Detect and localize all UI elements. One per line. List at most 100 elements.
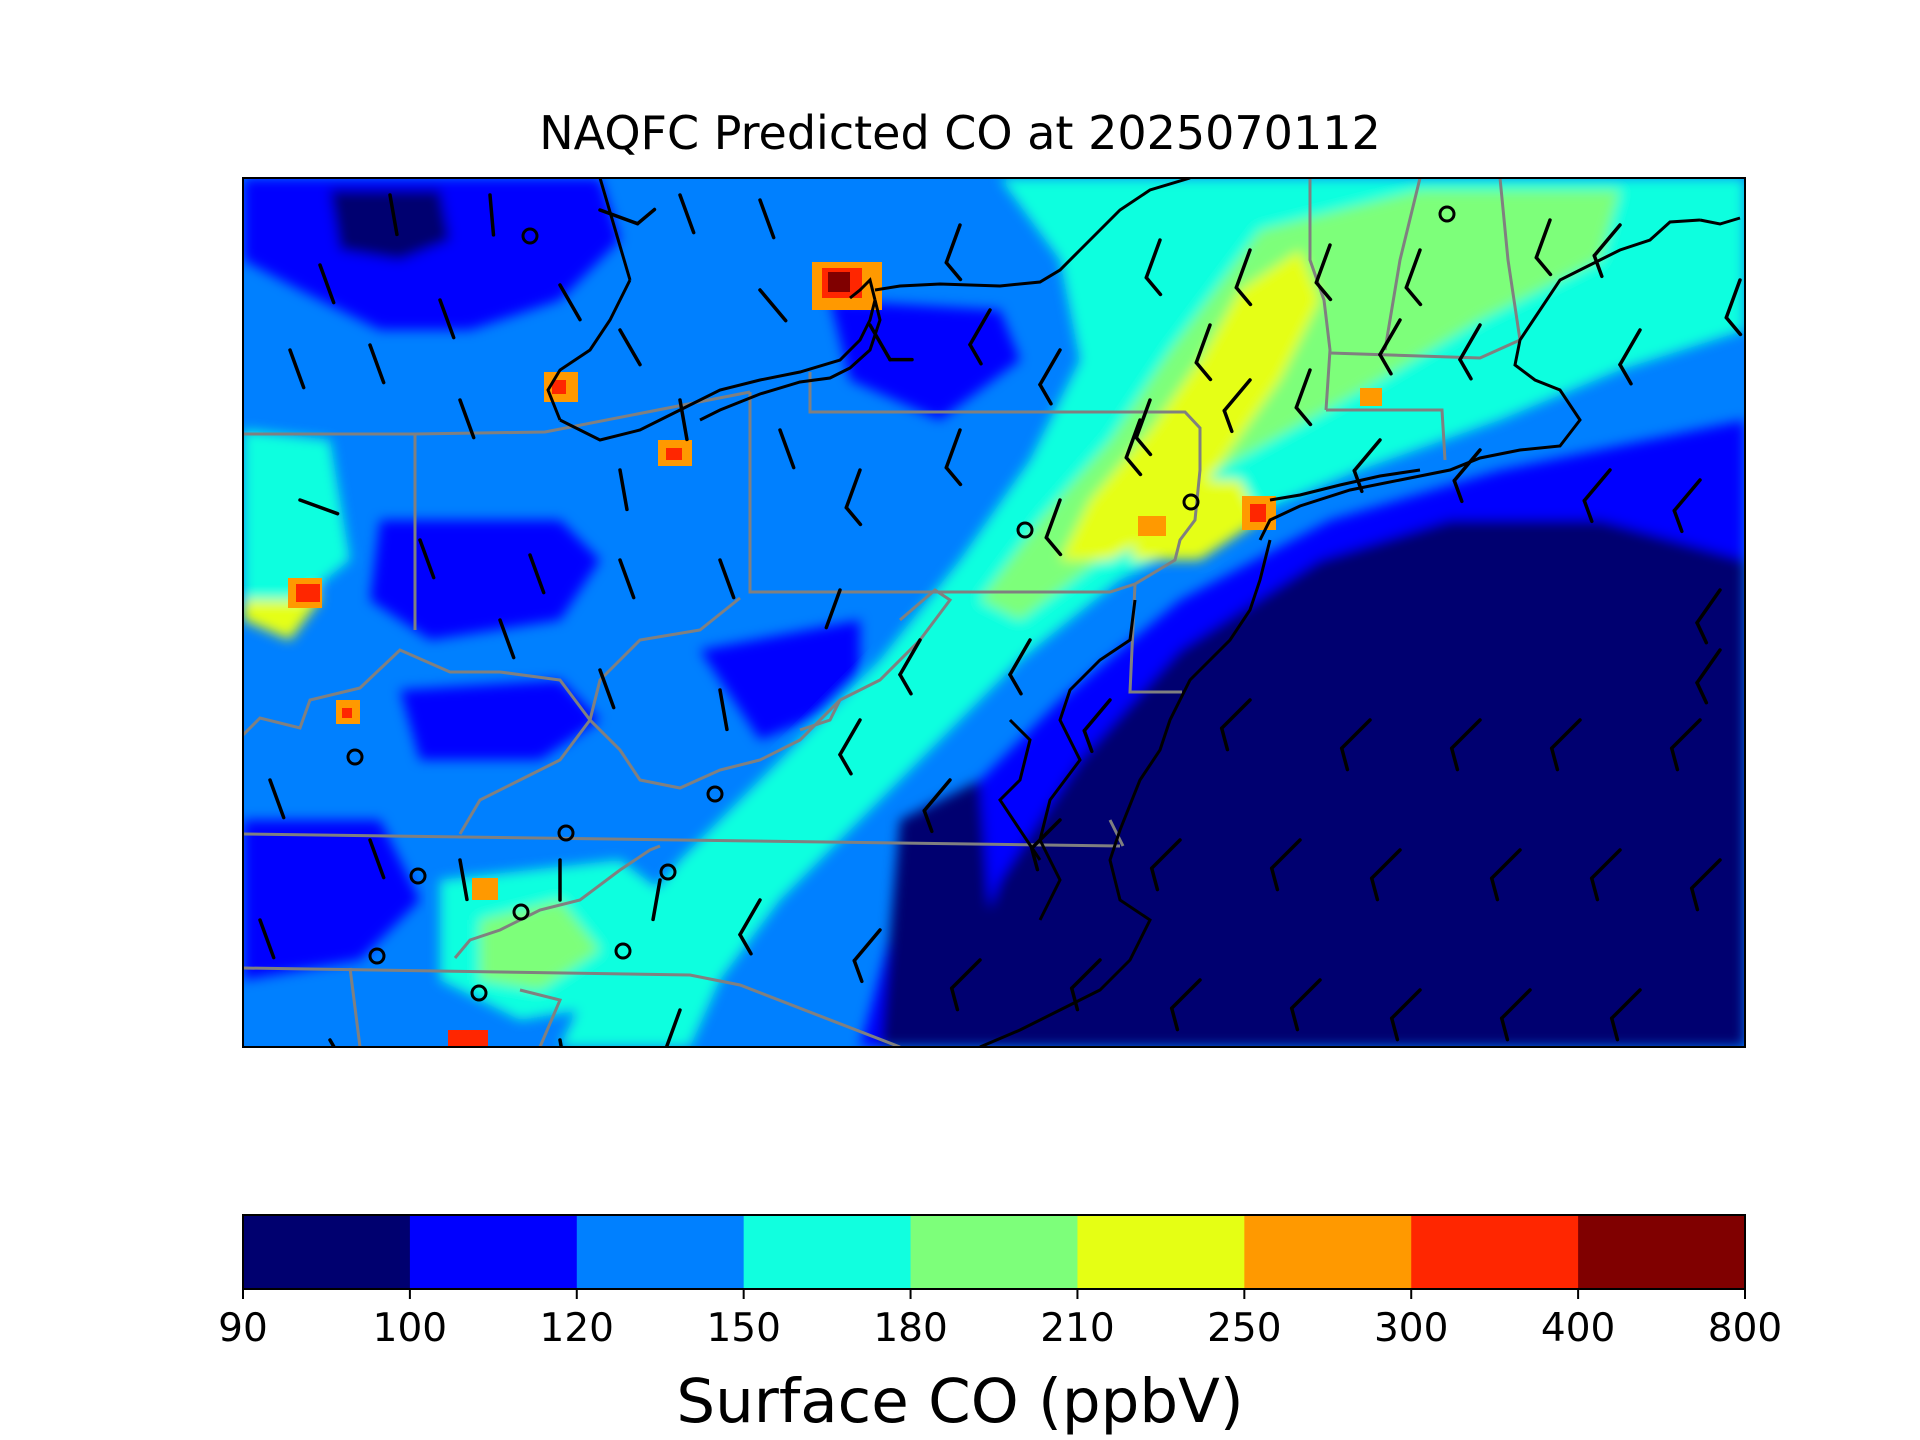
wind-barb-flag: [1234, 285, 1253, 307]
field-patch-cyan-west: [243, 430, 350, 600]
wind-barb-flag: [1672, 508, 1684, 534]
hotspot-ohio-core: [666, 448, 682, 460]
colorbar-segment: [576, 1215, 745, 1289]
wind-barb: [558, 283, 582, 322]
field-patch-darkblue-south: [880, 780, 1000, 1047]
wind-barb: [418, 538, 436, 580]
wind-barb-flag: [635, 207, 657, 226]
colorbar-tick-label: 120: [540, 1306, 614, 1351]
wind-barb: [618, 468, 629, 512]
wind-barb-flag: [1069, 986, 1080, 1012]
wind-barb: [651, 878, 662, 922]
wind-barb: [1609, 988, 1642, 1021]
wind-barb-flag: [1038, 382, 1053, 406]
station-marker: [512, 903, 530, 921]
wind-barb: [1144, 238, 1162, 280]
wind-barb: [498, 618, 516, 660]
coastlines: [546, 178, 1741, 1047]
wind-barb: [1294, 368, 1312, 410]
colorbar-tick-label: 210: [1040, 1306, 1114, 1351]
colorbar-segment: [1244, 1215, 1412, 1289]
wind-barb-flag: [1582, 498, 1594, 524]
hotspot-illinois-core: [296, 584, 320, 602]
hotspot-pennsylvania: [1138, 516, 1166, 536]
colorbar-segment: [1411, 1215, 1579, 1289]
wind-barb-flag: [1724, 315, 1743, 337]
wind-barb: [778, 428, 796, 470]
wind-barb-flag: [1082, 728, 1094, 754]
wind-barb-flag: [664, 1045, 669, 1047]
wind-barb: [298, 498, 340, 516]
wind-barb: [598, 208, 640, 226]
wind-barb: [949, 958, 982, 991]
wind-barb-flag: [1008, 672, 1023, 696]
wind-barb: [1534, 218, 1552, 260]
wind-barb: [1695, 588, 1722, 625]
wind-barb: [388, 193, 399, 237]
wind-barb-flag: [944, 465, 963, 487]
wind-barb-flag: [1029, 846, 1040, 872]
wind-barb: [1369, 848, 1402, 881]
wind-barb: [1724, 278, 1742, 320]
wind-barb: [1589, 848, 1622, 881]
wind-barb: [944, 223, 962, 265]
colorbar-tick-label: 180: [873, 1306, 947, 1351]
wind-barb: [898, 638, 922, 677]
wind-barb: [678, 193, 696, 235]
station-marker: [368, 947, 386, 965]
wind-barb: [1458, 323, 1482, 362]
hotspot-massachusetts: [1360, 388, 1382, 406]
station-marker: [346, 748, 364, 766]
wind-barb-flag: [1499, 1016, 1510, 1042]
wind-barb-flag: [1449, 746, 1460, 772]
wind-barb: [1689, 858, 1722, 891]
wind-barb-flag: [1222, 408, 1234, 434]
wind-barb: [718, 688, 729, 732]
wind-barb: [1452, 448, 1482, 483]
wind-barb: [368, 838, 386, 880]
wind-barb: [1314, 243, 1332, 285]
hotspot-michigan-core: [552, 380, 566, 394]
wind-barb: [1672, 478, 1702, 513]
wind-barb-flag: [1378, 352, 1393, 376]
station-marker: [1438, 205, 1456, 223]
wind-barb: [1169, 978, 1202, 1011]
wind-barb: [1404, 248, 1422, 290]
wind-barb-flag: [922, 808, 934, 834]
wind-barb-flag: [1589, 876, 1600, 902]
wind-barb-flag: [1534, 255, 1553, 277]
field-patch-blue-ohio: [370, 520, 600, 640]
wind-barb-flag: [1169, 1006, 1180, 1032]
wind-barb: [1222, 378, 1252, 413]
wind-barb: [868, 323, 892, 362]
wind-barb: [528, 553, 546, 595]
wind-barb-flag: [1219, 726, 1230, 752]
colorbar-segment: [243, 1215, 411, 1289]
wind-barb-flag: [838, 752, 853, 776]
wind-barb: [258, 918, 276, 960]
co-concentration-field: [243, 178, 1745, 1047]
wind-barb: [1194, 323, 1212, 365]
wind-barbs: [258, 193, 1743, 1047]
wind-barb: [458, 858, 469, 902]
wind-barb-flag: [1695, 621, 1709, 645]
wind-barb: [1549, 718, 1582, 751]
wind-barb-flag: [1144, 275, 1163, 297]
wind-barb-flag: [1269, 866, 1280, 892]
station-marker: [470, 984, 488, 1002]
wind-barb: [1029, 818, 1062, 851]
wind-barb: [944, 428, 962, 470]
wind-barb-flag: [844, 505, 863, 527]
wind-barb: [1618, 328, 1642, 367]
wind-barb: [618, 328, 642, 367]
wind-barb: [1044, 498, 1062, 540]
wind-barb: [1669, 718, 1702, 751]
wind-barb: [1149, 838, 1182, 871]
wind-barb-flag: [1134, 435, 1153, 457]
wind-barb: [738, 898, 762, 937]
wind-barb: [618, 558, 636, 600]
wind-barb: [1219, 698, 1252, 731]
wind-barb-flag: [1314, 280, 1333, 302]
state-borders: [243, 178, 1522, 1047]
colorbar-segment: [1578, 1215, 1746, 1289]
